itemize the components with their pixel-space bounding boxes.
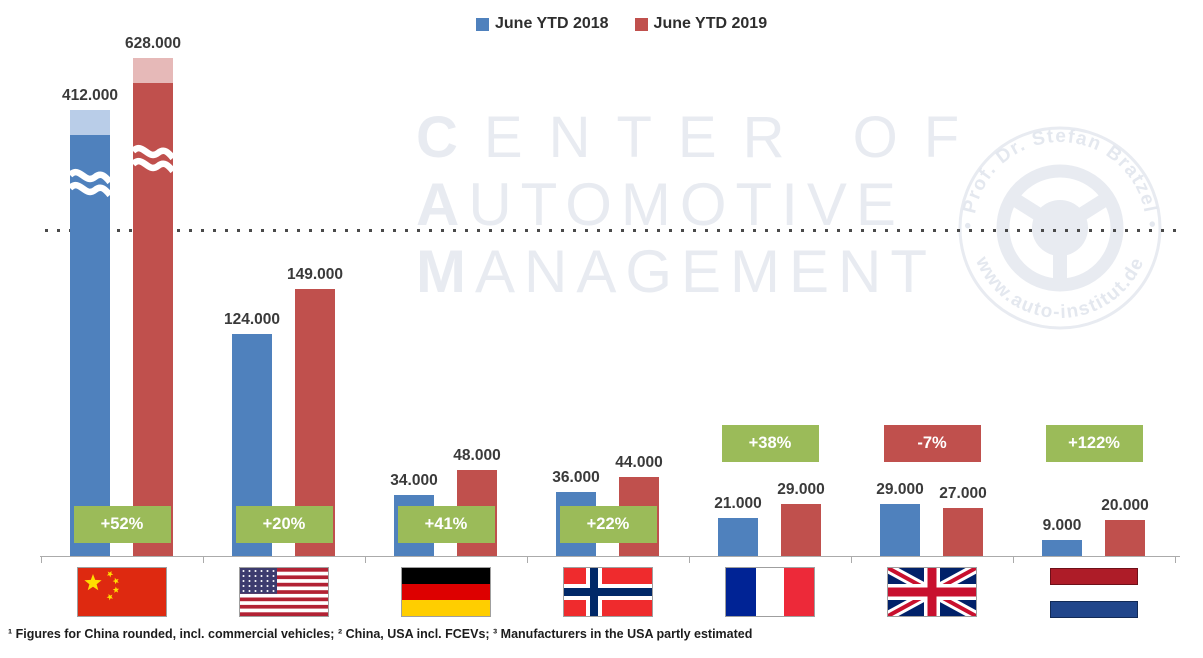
value-label-germany-2018: 34.000 [390,472,438,489]
watermark-line: AUTOMOTIVE [416,171,905,238]
steering-wheel-hub [1032,200,1088,256]
legend-item-2019: June YTD 2019 [634,15,768,33]
value-label-france-2019: 29.000 [777,481,825,498]
value-label-china-2018: 412.000 [61,87,119,104]
x-axis-tick [41,557,42,563]
watermark-line: MANAGEMENT [416,238,937,305]
footnote: ¹ Figures for China rounded, incl. comme… [8,627,753,641]
change-badge-usa: +20% [235,506,333,543]
france-flag-icon [725,567,815,617]
bar-uk-2018 [880,504,920,556]
x-axis-tick [203,557,204,563]
watermark-line: CENTER OF [416,105,986,170]
value-label-france-2018: 21.000 [714,495,762,512]
axis-break-wave-icon [133,144,173,174]
x-axis-tick [527,557,528,563]
legend-item-2018: June YTD 2018 [476,15,609,33]
x-axis-tick [689,557,690,563]
value-label-china-2019: 628.000 [124,35,182,52]
uk-flag-icon [887,567,977,617]
value-label-usa-2019: 149.000 [286,266,344,283]
bar-netherlands-2019 [1105,520,1145,556]
legend-label: June YTD 2018 [495,15,609,32]
bar-france-2019 [781,504,821,556]
netherlands-flag-icon [1050,568,1138,618]
change-badge-uk: -7% [883,425,981,462]
value-label-uk-2019: 27.000 [939,485,987,502]
value-label-germany-2019: 48.000 [453,447,501,464]
china-flag-icon [77,567,167,617]
bar-netherlands-2018 [1042,540,1082,556]
change-badge-netherlands: +122% [1045,425,1143,462]
axis-break-cap [133,58,173,83]
watermark-stamp-icon: • Prof. Dr. Stefan Bratzel • www.auto-in… [958,126,1162,330]
value-label-uk-2018: 29.000 [876,481,924,498]
x-axis-tick [1175,557,1176,563]
x-axis-tick [1013,557,1014,563]
axis-break-dotted-line [45,229,1185,232]
bar-uk-2019 [943,508,983,556]
change-badge-france: +38% [721,425,819,462]
change-badge-china: +52% [73,506,171,543]
change-badge-germany: +41% [397,506,495,543]
germany-flag-icon [401,567,491,617]
value-label-usa-2018: 124.000 [223,311,281,328]
legend-label: June YTD 2019 [653,15,768,32]
axis-break-wave-icon [70,168,110,198]
x-axis-tick [851,557,852,563]
bar-china-2019 [133,58,173,556]
bar-france-2018 [718,518,758,556]
value-label-norway-2019: 44.000 [615,454,663,471]
legend-swatch-icon [634,17,648,31]
chart-legend: June YTD 2018 June YTD 2019 [476,15,767,33]
x-axis-tick [365,557,366,563]
axis-break-cap [70,110,110,135]
x-axis-line [40,556,1180,557]
value-label-netherlands-2019: 20.000 [1101,497,1149,514]
norway-flag-icon [563,567,653,617]
watermark-text: CENTER OF AUTOMOTIVE MANAGEMENT [416,104,985,305]
value-label-norway-2018: 36.000 [552,469,600,486]
usa-flag-icon [239,567,329,617]
change-badge-norway: +22% [559,506,657,543]
legend-swatch-icon [476,17,489,31]
value-label-netherlands-2018: 9.000 [1042,517,1082,534]
